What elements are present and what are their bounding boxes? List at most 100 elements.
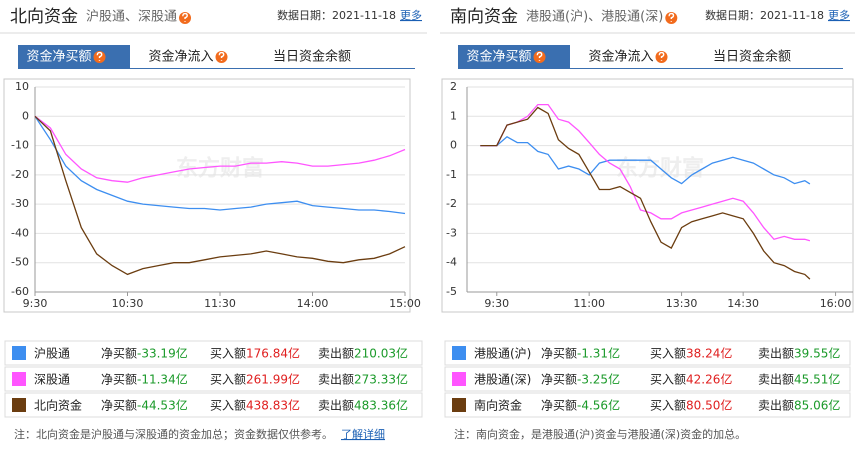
- y-tick-label: -60: [11, 285, 29, 298]
- x-tick-label: 11:30: [204, 297, 236, 310]
- table-row: [4, 366, 423, 392]
- series-line: [34, 115, 406, 276]
- data-date: 数据日期：2021-11-18: [705, 8, 824, 22]
- tab[interactable]: 资金净流入: [148, 49, 213, 65]
- legend-swatch: [12, 398, 26, 412]
- footnote: 注：南向资金，是港股通(沪)资金与港股通(深)资金的加总。: [454, 427, 746, 441]
- y-tick-label: -10: [11, 139, 29, 152]
- legend-label: 港股通(深): [474, 373, 531, 387]
- table-label: 净买额: [541, 347, 577, 361]
- help-icon-glyph: [182, 12, 188, 22]
- table-value: -44.53亿: [137, 398, 188, 413]
- y-tick-label: -50: [11, 256, 29, 269]
- table-value: -11.34亿: [137, 372, 188, 387]
- table-label: 卖出额: [318, 373, 354, 387]
- y-tick-label: -5: [446, 285, 457, 298]
- panel-subtitle: 沪股通、深股通: [86, 9, 177, 25]
- panel-subtitle: 港股通(沪)、港股通(深): [526, 9, 663, 25]
- series-line: [480, 103, 811, 242]
- table-value: 273.33亿: [354, 372, 408, 387]
- chart-frame: [441, 78, 854, 313]
- x-tick-label: 13:30: [666, 297, 698, 310]
- table-label: 卖出额: [758, 373, 794, 387]
- table-label: 买入额: [650, 373, 686, 387]
- chart-frame: [3, 78, 411, 313]
- y-tick-label: -20: [11, 168, 29, 181]
- table-row: [4, 392, 423, 418]
- legend-swatch: [452, 398, 466, 412]
- tab[interactable]: 资金净流入: [588, 49, 653, 65]
- more-link[interactable]: 更多: [828, 8, 850, 22]
- tab[interactable]: 资金净买额: [26, 49, 91, 65]
- x-tick-label: 16:00: [820, 297, 852, 310]
- help-icon-glyph: [668, 12, 675, 22]
- table-value: 80.50亿: [686, 398, 732, 413]
- table-value: 438.83亿: [246, 398, 300, 413]
- panel-title: 南向资金: [450, 7, 518, 27]
- table-row: [444, 392, 851, 418]
- y-tick-label: -2: [446, 197, 457, 210]
- y-tick-label: 2: [450, 80, 457, 93]
- tab[interactable]: 当日资金余额: [713, 49, 791, 65]
- table-label: 卖出额: [318, 399, 354, 413]
- table-label: 净买额: [101, 399, 137, 413]
- y-tick-label: 1: [450, 109, 457, 122]
- x-tick-label: 11:00: [573, 297, 605, 310]
- footnote: 注：北向资金是沪股通与深股通的资金加总；资金数据仅供参考。: [14, 427, 333, 441]
- x-tick-label: 14:00: [297, 297, 329, 310]
- table-value: 261.99亿: [246, 372, 300, 387]
- table-value: -3.25亿: [577, 372, 620, 387]
- tab[interactable]: 资金净买额: [466, 49, 531, 65]
- y-tick-label: 10: [15, 80, 29, 93]
- table-label: 买入额: [210, 399, 246, 413]
- table-value: 42.26亿: [686, 372, 732, 387]
- x-tick-label: 10:30: [112, 297, 144, 310]
- table-label: 卖出额: [318, 347, 354, 361]
- legend-label: 北向资金: [34, 398, 82, 413]
- more-link[interactable]: 更多: [400, 8, 422, 22]
- table-label: 买入额: [650, 399, 686, 413]
- legend-swatch: [12, 372, 26, 386]
- data-date: 数据日期：2021-11-18: [277, 8, 396, 22]
- series-line: [34, 115, 406, 215]
- series-line: [480, 136, 811, 185]
- y-tick-label: 0: [22, 109, 29, 122]
- x-tick-label: 14:30: [727, 297, 759, 310]
- x-tick-label: 9:30: [484, 297, 509, 310]
- y-tick-label: -1: [446, 168, 457, 181]
- legend-swatch: [452, 346, 466, 360]
- table-value: 483.36亿: [354, 398, 408, 413]
- table-value: -4.56亿: [577, 398, 620, 413]
- table-row: [444, 366, 851, 392]
- table-value: -1.31亿: [577, 346, 620, 361]
- table-value: 176.84亿: [246, 346, 300, 361]
- table-label: 卖出额: [758, 347, 794, 361]
- footnote-link[interactable]: 了解详细: [341, 427, 385, 441]
- table-row: [4, 340, 423, 366]
- panel-title: 北向资金: [10, 7, 78, 27]
- legend-swatch: [12, 346, 26, 360]
- help-icon-glyph: [218, 51, 225, 61]
- y-tick-label: -4: [446, 256, 457, 269]
- legend-swatch: [452, 372, 466, 386]
- series-line: [34, 115, 406, 183]
- table-label: 买入额: [650, 347, 686, 361]
- table-label: 净买额: [541, 399, 577, 413]
- y-tick-label: -40: [11, 226, 29, 239]
- table-value: 85.06亿: [794, 398, 840, 413]
- tab[interactable]: 当日资金余额: [273, 49, 351, 65]
- table-row: [444, 340, 851, 366]
- help-icon-glyph: [536, 51, 543, 61]
- table-label: 买入额: [210, 373, 246, 387]
- legend-label: 港股通(沪): [474, 347, 531, 361]
- table-label: 买入额: [210, 347, 246, 361]
- help-icon-glyph: [658, 51, 665, 61]
- table-label: 卖出额: [758, 399, 794, 413]
- table-label: 净买额: [101, 347, 137, 361]
- legend-label: 沪股通: [34, 347, 70, 361]
- table-label: 净买额: [541, 373, 577, 387]
- series-line: [480, 106, 811, 280]
- y-tick-label: -30: [11, 197, 29, 210]
